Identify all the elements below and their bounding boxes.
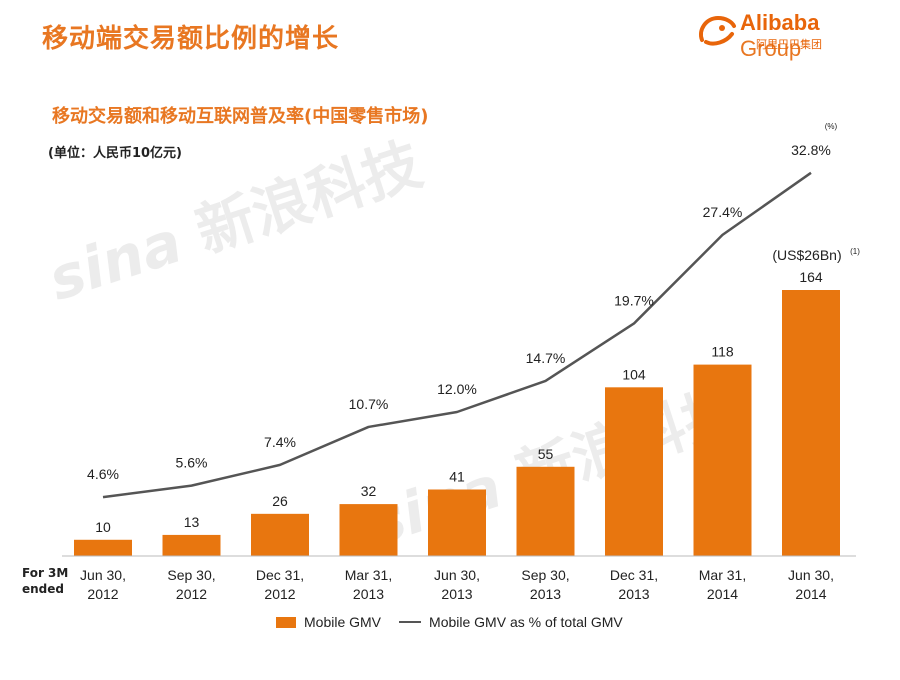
x-tick-label: 2012 bbox=[264, 586, 295, 602]
bar bbox=[74, 539, 132, 556]
x-tick-label: Jun 30, bbox=[80, 567, 126, 583]
bar-value-label: 55 bbox=[538, 446, 554, 462]
x-axis: Jun 30, 2012 Sep 30, 2012 Dec 31, 2012 Mar 31,… bbox=[62, 555, 856, 602]
x-tick-label: Mar 31, bbox=[699, 567, 746, 583]
bar-series bbox=[74, 290, 840, 556]
line-series bbox=[102, 171, 812, 499]
bar bbox=[516, 466, 575, 556]
x-tick-label: 2013 bbox=[530, 586, 561, 602]
logo-wordmark: Alibaba Group bbox=[740, 10, 886, 62]
chart-annotations: (US$26Bn) (1) (%) bbox=[772, 122, 860, 263]
legend-line-label: Mobile GMV as % of total GMV bbox=[429, 614, 623, 630]
percent-unit: (%) bbox=[825, 122, 838, 131]
x-tick-label: Jun 30, bbox=[434, 567, 480, 583]
x-tick-label: Dec 31, bbox=[256, 567, 304, 583]
legend: Mobile GMV Mobile GMV as % of total GMV bbox=[276, 612, 623, 632]
bar-value-label: 104 bbox=[622, 366, 646, 382]
legend-bar-swatch bbox=[276, 616, 296, 628]
bar bbox=[693, 364, 752, 556]
bar-value-label: 10 bbox=[95, 519, 111, 535]
line-value-label: 14.7% bbox=[526, 350, 566, 366]
bar-value-label: 164 bbox=[799, 269, 823, 285]
bar-value-label: 32 bbox=[361, 483, 377, 499]
unit-label: (单位：人民币10亿元) bbox=[48, 146, 182, 161]
legend-bar-label: Mobile GMV bbox=[304, 614, 382, 630]
bar-note: (US$26Bn) bbox=[772, 247, 841, 263]
bar-value-labels: 10 13 26 32 41 55 104 118 164 bbox=[95, 269, 823, 535]
chart-subtitle: 移动交易额和移动互联网普及率(中国零售市场) bbox=[52, 106, 429, 127]
line-value-label: 32.8% bbox=[791, 142, 831, 158]
x-tick-label: Sep 30, bbox=[521, 567, 569, 583]
bar-value-label: 41 bbox=[449, 469, 465, 485]
x-tick-label: 2014 bbox=[795, 586, 826, 602]
logo-wordmark-main: Alibaba bbox=[740, 10, 820, 35]
bar-footnote: (1) bbox=[850, 247, 860, 256]
x-tick-label: 2014 bbox=[707, 586, 738, 602]
line-value-label: 4.6% bbox=[87, 466, 119, 482]
x-tick-label: 2013 bbox=[618, 586, 649, 602]
line-value-label: 5.6% bbox=[176, 455, 208, 471]
line-value-label: 19.7% bbox=[614, 292, 654, 308]
legend-line-swatch bbox=[399, 621, 422, 623]
x-tick-label: 2013 bbox=[441, 586, 472, 602]
bar bbox=[162, 534, 221, 556]
bar bbox=[605, 387, 663, 556]
line-value-label: 7.4% bbox=[264, 434, 296, 450]
bar bbox=[428, 489, 486, 556]
bar-value-label: 26 bbox=[272, 493, 288, 509]
slide-title: 移动端交易额比例的增长 bbox=[42, 24, 340, 54]
x-tick-label: 2012 bbox=[87, 586, 118, 602]
line-value-labels: 4.6% 5.6% 7.4% 10.7% 12.0% 14.7% 19.7% 27.4% 32.… bbox=[87, 142, 831, 482]
x-tick-label: 2013 bbox=[353, 586, 384, 602]
bar-value-label: 13 bbox=[184, 514, 200, 530]
line-value-label: 12.0% bbox=[437, 381, 477, 397]
alibaba-smile-icon bbox=[699, 15, 736, 46]
line-value-label: 27.4% bbox=[703, 204, 743, 220]
bar bbox=[251, 513, 309, 556]
x-tick-label: Sep 30, bbox=[167, 567, 215, 583]
bar-value-label: 118 bbox=[711, 344, 734, 360]
line-value-label: 10.7% bbox=[349, 396, 389, 412]
x-tick-label: Mar 31, bbox=[345, 567, 392, 583]
x-tick-label: 2012 bbox=[176, 586, 207, 602]
logo-chinese: 阿里巴巴集团 bbox=[756, 38, 822, 51]
x-tick-label: Jun 30, bbox=[788, 567, 834, 583]
period-label: For 3M ended bbox=[22, 566, 69, 596]
x-tick-label: Dec 31, bbox=[610, 567, 658, 583]
logo-wordmark-group: Group bbox=[740, 36, 802, 61]
alibaba-logo: Alibaba Group 阿里巴巴集团 bbox=[696, 10, 886, 61]
bar bbox=[339, 504, 398, 556]
line-path bbox=[102, 171, 812, 499]
bar bbox=[782, 290, 840, 556]
